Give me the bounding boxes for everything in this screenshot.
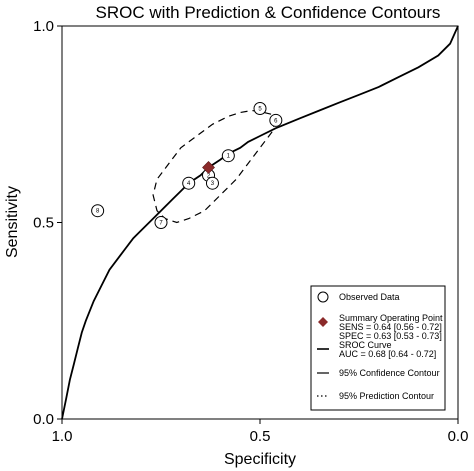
study-marker-5 — [253, 102, 267, 116]
legend-symbol-circle — [317, 291, 329, 303]
study-point-5: 5 — [253, 102, 267, 116]
legend-text-0-0: Observed Data — [339, 292, 400, 302]
legend-text-1-2: SPEC = 0.63 [0.53 - 0.73] — [339, 331, 442, 341]
chart-title: SROC with Prediction & Confidence Contou… — [96, 3, 441, 22]
legend-text-4-0: 95% Prediction Contour — [339, 391, 434, 401]
y-tick-label-0: 0.0 — [33, 411, 54, 428]
confidence-contour — [152, 109, 277, 224]
study-label-5: 5 — [258, 107, 262, 113]
legend-box — [310, 285, 446, 411]
study-marker-8 — [91, 204, 105, 218]
study-label-2: 2 — [207, 173, 211, 179]
x-tick-label-1: 0.5 — [250, 428, 271, 445]
summary-operating-point — [202, 161, 215, 174]
study-point-4: 4 — [182, 176, 196, 190]
study-label-1: 1 — [227, 154, 231, 160]
y-axis-label: Sensitivity — [4, 186, 21, 258]
x-axis-label: Specificity — [224, 451, 296, 468]
sroc-curve — [61, 25, 459, 420]
y-tick-label-2: 1.0 — [33, 18, 54, 35]
legend-text-1-0: Summary Operating Point — [339, 313, 443, 323]
x-tick-label-0: 1.0 — [52, 428, 73, 445]
study-label-8: 8 — [96, 209, 100, 215]
x-tick-label-2: 0.0 — [448, 428, 469, 445]
study-point-8: 8 — [91, 204, 105, 218]
study-marker-1 — [221, 149, 235, 163]
study-marker-6 — [269, 113, 283, 127]
study-point-7: 7 — [154, 216, 168, 229]
study-marker-4 — [182, 176, 196, 190]
study-label-3: 3 — [211, 181, 215, 187]
legend: Observed Data Summary Operating PointSENS… — [310, 285, 446, 411]
confidence-contour-layer — [152, 109, 277, 224]
legend-text-3-0: 95% Confidence Contour — [339, 368, 440, 378]
study-marker-3 — [205, 176, 219, 190]
legend-symbol-diamond — [318, 317, 328, 327]
y-tick-label-1: 0.5 — [33, 215, 54, 232]
legend-text-1-1: SENS = 0.64 [0.56 - 0.72] — [339, 322, 442, 332]
summary-point-layer — [202, 161, 215, 174]
study-label-4: 4 — [187, 181, 191, 187]
axis-ticks: 1.0 0.5 0.0 0.0 0.5 1.0 — [33, 18, 468, 445]
sroc-curve-layer — [61, 25, 459, 420]
legend-text-2-1: AUC = 0.68 [0.64 - 0.72] — [339, 349, 436, 359]
study-label-6: 6 — [274, 118, 278, 124]
study-point-3: 3 — [205, 176, 219, 190]
study-label-7: 7 — [159, 221, 163, 227]
study-marker-7 — [154, 216, 168, 229]
study-point-1: 1 — [221, 149, 235, 163]
study-point-6: 6 — [269, 113, 283, 127]
legend-text-2-0: SROC Curve — [339, 340, 392, 350]
